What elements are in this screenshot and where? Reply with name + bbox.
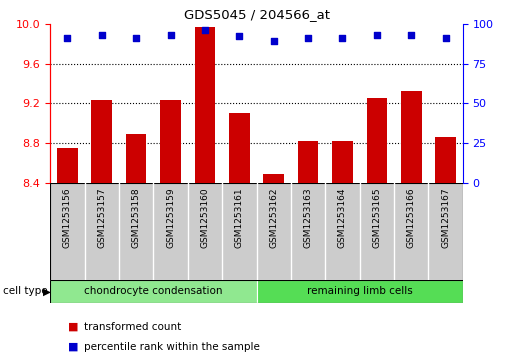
Bar [264,174,284,183]
Text: GSM1253166: GSM1253166 [407,187,416,248]
Bar [57,148,78,183]
Bar [332,141,353,183]
Bar [92,101,112,183]
Point [441,35,450,41]
Point [373,32,381,38]
Point [235,33,244,39]
Bar [298,141,319,183]
Point [63,35,72,41]
Bar [401,91,422,183]
Bar [50,280,257,303]
Bar [367,98,387,183]
Text: GSM1253164: GSM1253164 [338,187,347,248]
Bar [229,113,249,183]
Text: GSM1253158: GSM1253158 [132,187,141,248]
Text: GSM1253162: GSM1253162 [269,187,278,248]
Point [166,32,175,38]
Point [338,35,347,41]
Bar [160,101,181,183]
Text: transformed count: transformed count [84,322,181,332]
Point [269,38,278,44]
Text: GSM1253160: GSM1253160 [200,187,209,248]
Point [132,35,140,41]
Text: GSM1253156: GSM1253156 [63,187,72,248]
Text: chondrocyte condensation: chondrocyte condensation [84,286,223,296]
Text: GSM1253161: GSM1253161 [235,187,244,248]
Point [201,27,209,33]
Point [407,32,415,38]
Text: GSM1253163: GSM1253163 [304,187,313,248]
Text: GSM1253165: GSM1253165 [372,187,381,248]
Text: GSM1253167: GSM1253167 [441,187,450,248]
Text: ■: ■ [68,322,78,332]
Bar [435,138,456,183]
Point [98,32,106,38]
Bar [126,134,146,183]
Text: percentile rank within the sample: percentile rank within the sample [84,342,259,352]
Point [304,35,312,41]
Text: GSM1253159: GSM1253159 [166,187,175,248]
Bar [257,280,463,303]
Title: GDS5045 / 204566_at: GDS5045 / 204566_at [184,8,329,21]
Bar [195,26,215,183]
Text: ■: ■ [68,342,78,352]
Text: cell type: cell type [3,286,47,297]
Text: ▶: ▶ [43,286,51,297]
Text: remaining limb cells: remaining limb cells [307,286,413,296]
Text: GSM1253157: GSM1253157 [97,187,106,248]
